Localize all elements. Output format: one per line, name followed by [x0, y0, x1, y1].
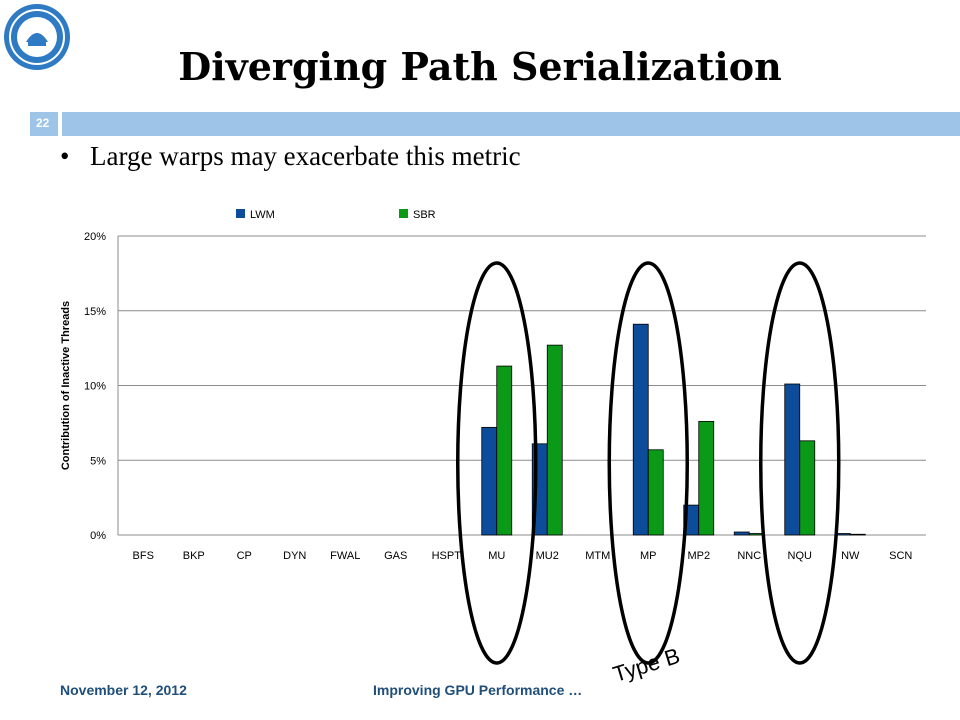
bar-sbr [698, 420, 715, 536]
x-tick-label: DYN [283, 550, 306, 562]
y-tick-label: 0% [90, 530, 106, 542]
university-seal-icon [4, 4, 70, 70]
x-tick-label: BKP [183, 550, 205, 562]
bar-sbr [546, 344, 563, 536]
x-tick-label: MP2 [687, 550, 710, 562]
x-tick-label: MU [488, 550, 505, 562]
bullet-text: Large warps may exacerbate this metric [90, 141, 521, 171]
legend-swatch-lwm [236, 209, 245, 218]
y-tick-label: 15% [84, 306, 106, 318]
bar-sbr [496, 365, 513, 536]
y-tick-label: 10% [84, 381, 106, 393]
x-tick-label: MP [640, 550, 657, 562]
legend-label-lwm: LWM [250, 209, 275, 221]
x-tick-label: HSPT [432, 550, 462, 562]
bullet-point: • Large warps may exacerbate this metric [60, 141, 521, 172]
slide-number: 22 [36, 116, 50, 130]
x-tick-label: SCN [889, 550, 912, 562]
highlight-ellipse [759, 261, 841, 665]
y-axis-title: Contribution of Inactive Threads [60, 301, 72, 470]
bar-sbr [849, 533, 866, 536]
legend-swatch-sbr [399, 209, 408, 218]
bar-lwm [784, 383, 801, 536]
footer-title: Improving GPU Performance … [373, 682, 583, 698]
y-tick-label: 5% [90, 455, 106, 467]
x-tick-label: GAS [384, 550, 407, 562]
x-tick-label: CP [237, 550, 252, 562]
highlight-ellipse [607, 261, 689, 665]
x-tick-label: MTM [585, 550, 610, 562]
x-tick-label: MU2 [536, 550, 559, 562]
x-tick-label: NW [841, 550, 860, 562]
slide-number-box [30, 112, 58, 136]
highlight-ellipse [456, 261, 538, 665]
bar-lwm [632, 323, 649, 536]
x-tick-label: BFS [133, 550, 154, 562]
title-rule-bar [62, 112, 960, 136]
bar-sbr [799, 440, 816, 536]
x-tick-label: NQU [788, 550, 813, 562]
x-tick-label: FWAL [330, 550, 360, 562]
bar-lwm [733, 531, 750, 536]
footer-date: November 12, 2012 [60, 682, 187, 698]
x-tick-label: NNC [737, 550, 761, 562]
bar-lwm [481, 426, 498, 536]
page-title: Diverging Path Serialization [178, 44, 782, 89]
bullet-dot: • [60, 141, 70, 171]
y-tick-label: 20% [84, 231, 106, 243]
bar-sbr [647, 449, 664, 536]
legend-label-sbr: SBR [413, 209, 436, 221]
